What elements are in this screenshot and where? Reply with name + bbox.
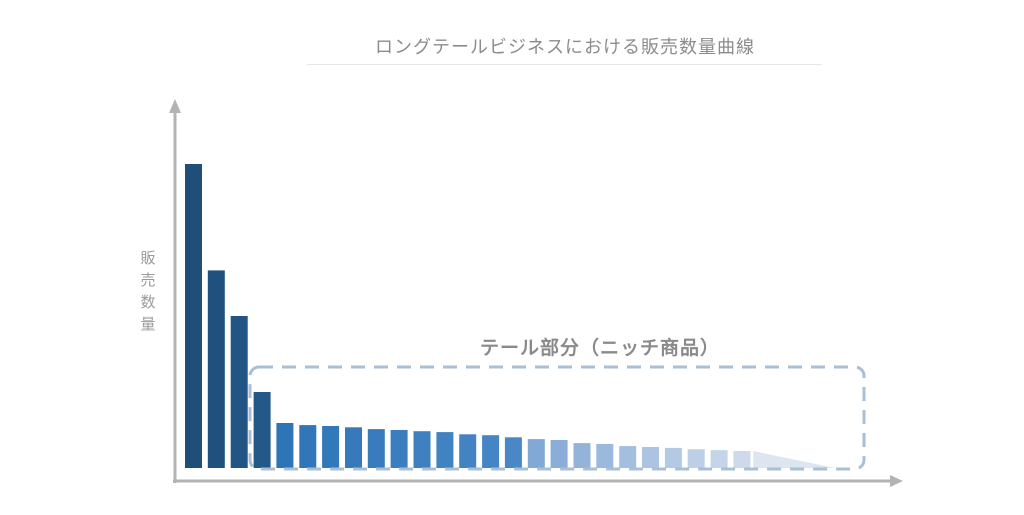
title-divider	[307, 64, 822, 65]
bar	[436, 432, 454, 468]
bar	[413, 431, 431, 468]
tail-region-label: テール部分（ニッチ商品）	[479, 337, 720, 359]
bar	[185, 164, 202, 468]
bar	[619, 446, 637, 468]
y-axis-label-char: 売	[140, 271, 156, 289]
bar	[322, 426, 340, 468]
bar	[596, 444, 614, 468]
bar	[207, 270, 225, 468]
bar	[710, 450, 728, 468]
bar	[299, 425, 317, 468]
bar	[276, 423, 294, 468]
bar	[482, 435, 500, 468]
bar	[527, 439, 545, 468]
bar	[687, 449, 705, 468]
bar	[459, 434, 477, 468]
tail-curve	[753, 451, 835, 468]
x-axis-arrow	[890, 475, 903, 487]
bar	[550, 440, 568, 468]
y-axis-label: 販売数量	[138, 247, 158, 335]
bar	[345, 427, 362, 468]
bar	[642, 447, 659, 468]
y-axis-arrow	[169, 99, 181, 113]
bar	[367, 429, 385, 468]
bar	[390, 430, 408, 468]
bar	[230, 316, 248, 468]
bar	[573, 443, 591, 468]
y-axis-label-char: 販	[140, 249, 156, 267]
bar	[664, 447, 682, 468]
bar-series	[185, 164, 751, 468]
bar	[733, 451, 751, 468]
bar	[504, 437, 522, 468]
chart-title: ロングテールビジネスにおける販売数量曲線	[375, 37, 755, 58]
tail-region-box	[248, 365, 866, 471]
y-axis-label-char: 数	[140, 293, 156, 311]
y-axis-label-char: 量	[140, 315, 156, 333]
bar	[253, 392, 271, 468]
